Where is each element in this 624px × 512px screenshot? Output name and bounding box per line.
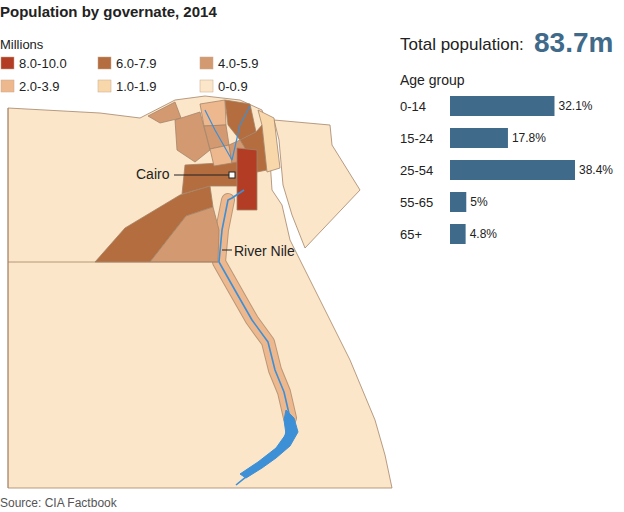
svg-text:15-24: 15-24 (400, 131, 433, 146)
svg-text:0-0.9: 0-0.9 (218, 79, 248, 94)
svg-text:8.0-10.0: 8.0-10.0 (19, 56, 67, 71)
svg-text:55-65: 55-65 (400, 195, 433, 210)
svg-text:River Nile: River Nile (234, 243, 295, 259)
svg-text:Source: CIA Factbook: Source: CIA Factbook (0, 496, 118, 510)
svg-text:Age group: Age group (400, 72, 465, 88)
svg-text:Millions: Millions (0, 37, 44, 52)
svg-text:Cairo: Cairo (136, 166, 170, 182)
svg-text:65+: 65+ (400, 227, 422, 242)
svg-text:32.1%: 32.1% (558, 99, 592, 113)
svg-text:2.0-3.9: 2.0-3.9 (19, 79, 59, 94)
svg-text:4.8%: 4.8% (470, 227, 498, 241)
svg-text:1.0-1.9: 1.0-1.9 (116, 79, 156, 94)
svg-text:4.0-5.9: 4.0-5.9 (218, 56, 258, 71)
svg-text:25-54: 25-54 (400, 163, 433, 178)
svg-text:0-14: 0-14 (400, 99, 426, 114)
svg-text:83.7m: 83.7m (534, 27, 613, 58)
svg-text:5%: 5% (470, 195, 488, 209)
svg-text:38.4%: 38.4% (579, 163, 613, 177)
svg-text:Total population:: Total population: (400, 35, 524, 54)
svg-text:17.8%: 17.8% (512, 131, 546, 145)
svg-text:Population by governate, 2014: Population by governate, 2014 (0, 3, 217, 20)
svg-text:6.0-7.9: 6.0-7.9 (116, 56, 156, 71)
